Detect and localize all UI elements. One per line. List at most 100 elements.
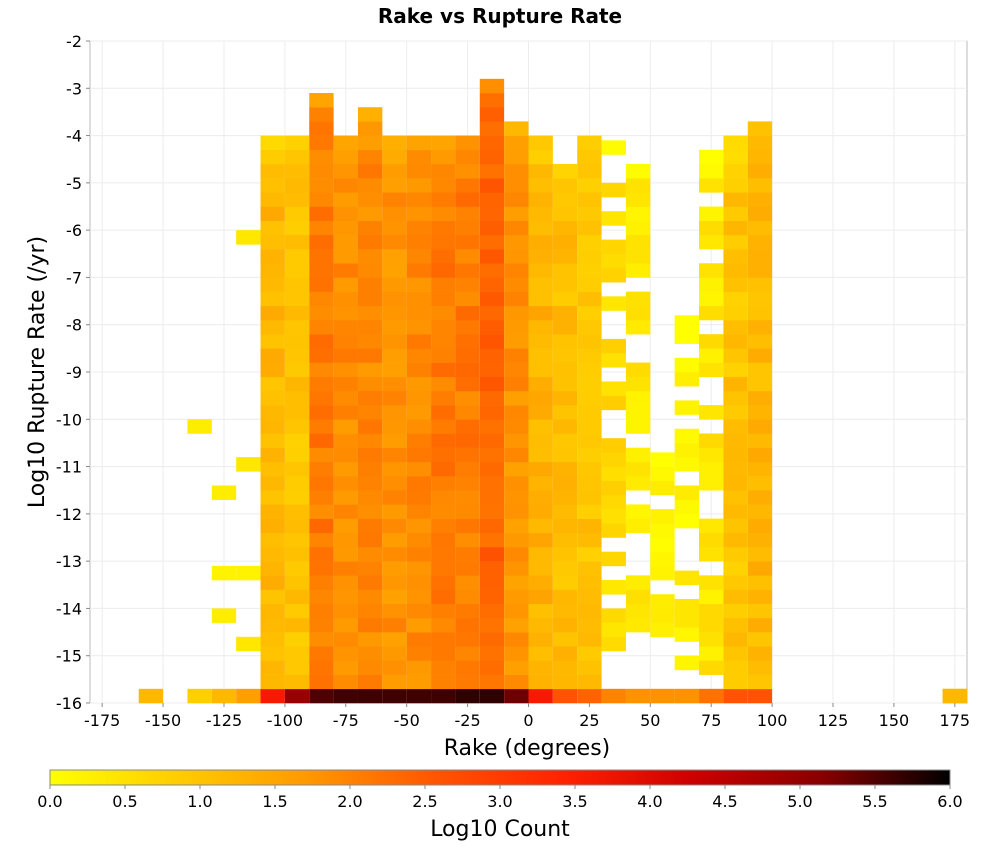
colorbar-tick-label: 3.5 xyxy=(562,792,587,811)
heatmap-cell xyxy=(284,632,310,647)
heatmap-cell xyxy=(504,476,529,491)
heatmap-cell xyxy=(552,589,578,604)
heatmap-cell xyxy=(504,532,529,548)
heatmap-cell xyxy=(747,263,773,278)
heatmap-cell xyxy=(284,575,310,590)
heatmap-cell xyxy=(309,220,334,236)
colorbar-tick-label: 5.0 xyxy=(787,792,812,811)
heatmap-cell xyxy=(309,419,334,434)
heatmap-cell xyxy=(309,149,334,165)
heatmap-cell xyxy=(260,476,285,491)
heatmap-cell xyxy=(309,390,334,406)
heatmap-cell xyxy=(260,234,285,250)
heatmap-cell xyxy=(357,390,383,406)
heatmap-cell xyxy=(284,490,310,505)
heatmap-cell xyxy=(552,390,578,406)
heatmap-cell xyxy=(479,589,505,604)
heatmap-cell xyxy=(723,419,748,434)
heatmap-cell xyxy=(357,376,383,392)
heatmap-cell xyxy=(747,433,773,448)
heatmap-cell xyxy=(504,149,529,165)
heatmap-cell xyxy=(382,532,407,548)
heatmap-cell xyxy=(528,546,553,562)
heatmap-cell xyxy=(650,608,675,623)
heatmap-cell xyxy=(528,532,553,548)
heatmap-cell xyxy=(284,291,310,307)
heatmap-cell xyxy=(699,348,724,363)
heatmap-cell xyxy=(357,362,383,378)
heatmap-cell xyxy=(479,305,505,321)
heatmap-cell xyxy=(504,447,529,463)
heatmap-cell xyxy=(357,617,383,633)
heatmap-cell xyxy=(601,494,626,510)
heatmap-cell xyxy=(650,565,675,581)
heatmap-cell xyxy=(455,149,480,165)
heatmap-cell xyxy=(236,688,261,704)
heatmap-cell xyxy=(747,192,773,207)
heatmap-cell xyxy=(504,546,529,562)
heatmap-cell xyxy=(747,532,773,548)
heatmap-cell xyxy=(601,480,626,496)
heatmap-cell xyxy=(577,476,602,491)
heatmap-cell xyxy=(528,192,553,207)
heatmap-cell xyxy=(406,163,432,179)
heatmap-cell xyxy=(455,334,480,349)
heatmap-cell xyxy=(333,419,358,434)
heatmap-cell xyxy=(406,461,432,477)
heatmap-cell xyxy=(723,447,748,463)
heatmap-cell xyxy=(577,249,602,264)
heatmap-cell xyxy=(504,206,529,221)
heatmap-cell xyxy=(406,632,432,647)
heatmap-cell xyxy=(577,461,602,477)
y-tick-label: -16 xyxy=(56,694,82,713)
heatmap-cell xyxy=(723,617,748,633)
heatmap-cell xyxy=(284,135,310,151)
heatmap-cell xyxy=(528,390,553,406)
heatmap-cell xyxy=(406,405,432,420)
heatmap-cell xyxy=(601,353,626,368)
heatmap-cell xyxy=(455,291,480,307)
heatmap-cell xyxy=(455,178,480,193)
heatmap-cell xyxy=(284,688,310,704)
heatmap-cell xyxy=(747,376,773,392)
heatmap-cell xyxy=(284,376,310,392)
heatmap-cell xyxy=(431,319,456,335)
heatmap-cell xyxy=(552,660,578,675)
heatmap-cell xyxy=(357,461,383,477)
heatmap-cell xyxy=(625,163,651,179)
heatmap-cell xyxy=(260,263,285,278)
heatmap-cell xyxy=(528,277,553,292)
heatmap-cells xyxy=(138,78,967,704)
heatmap-cell xyxy=(577,163,602,179)
heatmap-cell xyxy=(406,617,432,633)
heatmap-cell xyxy=(431,206,456,221)
heatmap-cell xyxy=(357,135,383,151)
heatmap-cell xyxy=(699,277,724,292)
heatmap-cell xyxy=(747,234,773,250)
heatmap-cell xyxy=(577,632,602,647)
heatmap-cell xyxy=(455,234,480,250)
heatmap-cell xyxy=(504,646,529,661)
x-tick-label: 150 xyxy=(879,711,910,730)
heatmap-cell xyxy=(260,390,285,406)
heatmap-cell xyxy=(455,348,480,363)
heatmap-cell xyxy=(479,220,505,236)
heatmap-cell xyxy=(333,135,358,151)
heatmap-cell xyxy=(625,518,651,534)
heatmap-cell xyxy=(138,688,164,704)
heatmap-cell xyxy=(479,674,505,690)
heatmap-cell xyxy=(699,532,724,548)
heatmap-cell xyxy=(357,518,383,534)
heatmap-cell xyxy=(577,532,602,548)
heatmap-cell xyxy=(504,178,529,193)
heatmap-cell xyxy=(406,362,432,378)
heatmap-cell xyxy=(577,376,602,392)
heatmap-cell xyxy=(625,376,651,392)
heatmap-cell xyxy=(260,376,285,392)
heatmap-cell xyxy=(674,513,700,529)
heatmap-cell xyxy=(309,646,334,661)
heatmap-cell xyxy=(406,504,432,519)
heatmap-cell xyxy=(479,660,505,675)
heatmap-cell xyxy=(455,192,480,207)
heatmap-cell xyxy=(699,617,724,633)
